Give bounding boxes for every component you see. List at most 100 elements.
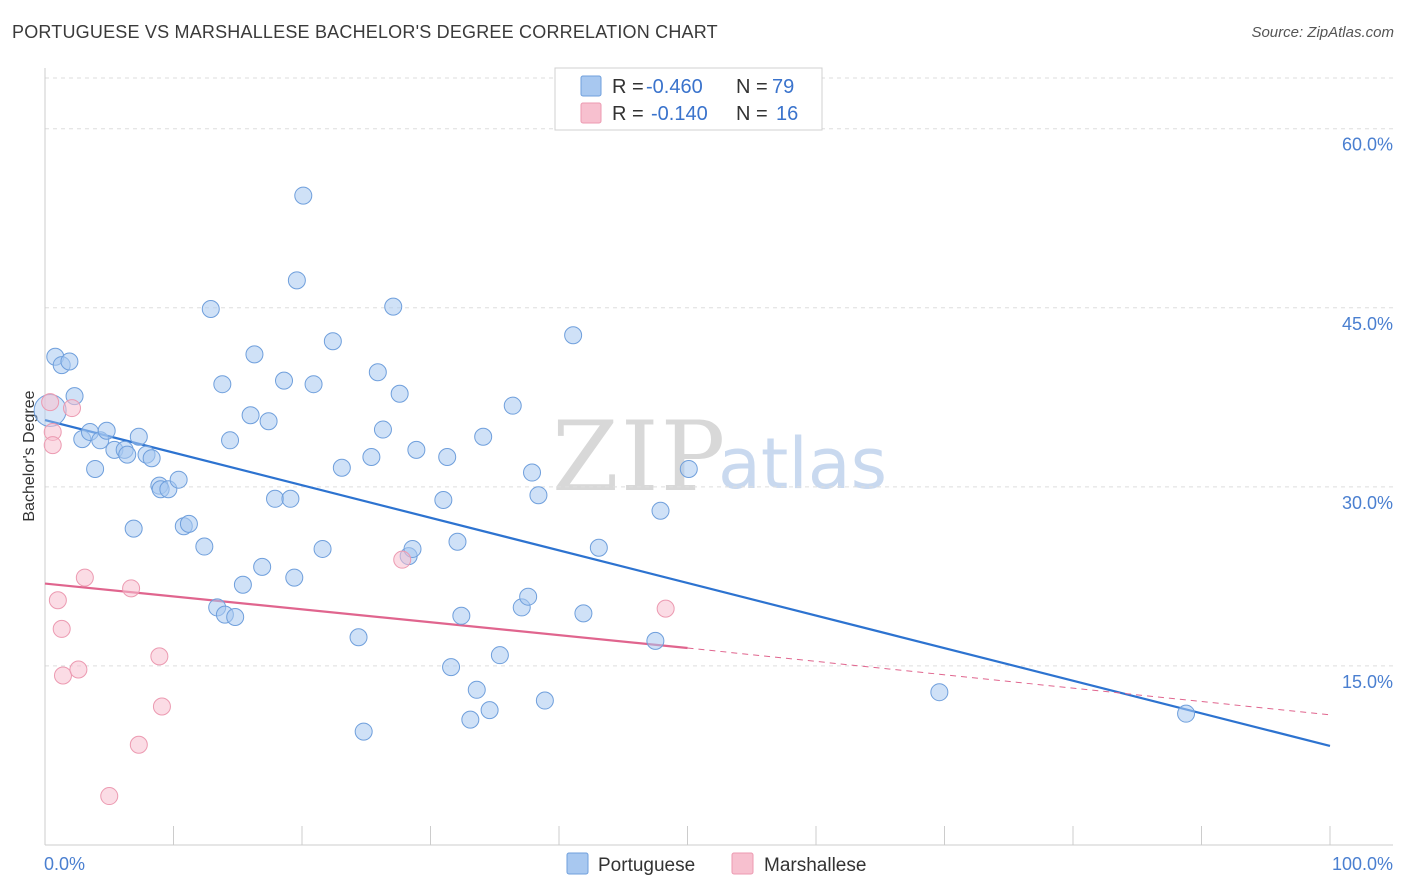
portuguese-point-38 (287, 271, 306, 290)
portuguese-point-67 (523, 463, 542, 482)
portuguese-point-12 (124, 519, 143, 538)
portuguese-point-55 (438, 448, 457, 467)
portuguese-point-69 (535, 691, 554, 710)
marshallese-point-7 (69, 660, 88, 679)
portuguese-trend-line (44, 418, 1331, 747)
marshallese-point-12 (150, 647, 169, 666)
portuguese-point-50 (390, 384, 409, 403)
portuguese-point-21 (179, 514, 198, 533)
portuguese-point-63 (490, 646, 509, 665)
marshallese-point-8 (75, 568, 94, 587)
watermark-atlas: atlas (718, 423, 887, 505)
legend-swatch-portuguese (580, 75, 602, 97)
portuguese-point-61 (474, 427, 493, 446)
portuguese-point-73 (646, 631, 665, 650)
portuguese-point-25 (213, 375, 232, 394)
portuguese-point-53 (407, 440, 426, 459)
portuguese-point-32 (253, 557, 272, 576)
portuguese-point-31 (245, 345, 264, 364)
portuguese-point-60 (467, 680, 486, 699)
portuguese-point-40 (304, 375, 323, 394)
correlation-legend: R = -0.460 N = 79 R = -0.140 N = 16 (554, 67, 823, 131)
portuguese-point-75 (679, 459, 698, 478)
legend-r-value-marshallese: -0.140 (651, 103, 708, 125)
chart-title: PORTUGUESE VS MARSHALLESE BACHELOR'S DEG… (12, 22, 718, 42)
legend-n-value-portuguese: 79 (772, 76, 794, 98)
y-tick-label-3: 60.0% (1342, 135, 1393, 155)
marshallese-point-10 (122, 579, 141, 598)
portuguese-point-42 (323, 332, 342, 351)
marshallese-point-13 (152, 697, 171, 716)
portuguese-point-46 (362, 448, 381, 467)
bottom-legend-label-marshallese: Marshallese (764, 855, 866, 876)
portuguese-point-11 (118, 445, 137, 464)
y-tick-label-1: 30.0% (1342, 493, 1393, 513)
portuguese-point-77 (1177, 704, 1196, 723)
portuguese-point-43 (332, 458, 351, 477)
portuguese-point-57 (448, 532, 467, 551)
marshallese-point-14 (393, 550, 412, 569)
portuguese-point-64 (503, 396, 522, 415)
legend-n-label-marshallese: N = (736, 103, 768, 125)
y-tick-labels: 15.0% 30.0% 45.0% 60.0% (1342, 135, 1393, 692)
portuguese-point-72 (589, 538, 608, 557)
portuguese-point-13 (129, 427, 148, 446)
legend-n-label-portuguese: N = (736, 76, 768, 98)
portuguese-point-22 (195, 537, 214, 556)
portuguese-point-59 (461, 710, 480, 729)
portuguese-point-19 (169, 470, 188, 489)
portuguese-point-74 (651, 501, 670, 520)
marshallese-point-0 (41, 393, 60, 412)
y-axis-label: Bachelor's Degree (21, 390, 38, 521)
legend-r-label-portuguese: R = (612, 76, 644, 98)
axes (44, 68, 1393, 846)
portuguese-point-54 (434, 490, 453, 509)
portuguese-point-35 (275, 371, 294, 390)
portuguese-point-8 (97, 421, 116, 440)
trend-lines (44, 418, 1331, 747)
portuguese-point-33 (259, 412, 278, 431)
portuguese-point-37 (285, 568, 304, 587)
portuguese-point-62 (480, 701, 499, 720)
legend-swatch-marshallese (580, 102, 602, 124)
portuguese-point-15 (142, 449, 161, 468)
portuguese-point-48 (373, 420, 392, 439)
y-tick-label-2: 45.0% (1342, 314, 1393, 334)
portuguese-point-41 (313, 539, 332, 558)
portuguese-point-23 (201, 299, 220, 318)
portuguese-point-76 (930, 683, 949, 702)
bottom-legend-label-portuguese: Portuguese (598, 855, 695, 876)
portuguese-point-30 (241, 406, 260, 425)
portuguese-point-66 (519, 587, 538, 606)
source-credit: Source: ZipAtlas.com (1251, 24, 1394, 41)
portuguese-point-70 (564, 326, 583, 345)
portuguese-point-29 (233, 575, 252, 594)
legend-r-value-portuguese: -0.460 (646, 76, 703, 98)
marshallese-point-3 (48, 591, 67, 610)
data-points (33, 186, 1196, 806)
x-tick-label-min: 0.0% (44, 854, 85, 874)
y-tick-label-0: 15.0% (1342, 672, 1393, 692)
marshallese-trend-extension (687, 647, 1331, 716)
portuguese-point-71 (574, 604, 593, 623)
portuguese-point-27 (221, 431, 240, 450)
marshallese-trend-line (44, 582, 688, 650)
marshallese-point-4 (52, 619, 71, 638)
watermark-zip: ZIP (552, 401, 727, 513)
marshallese-point-15 (656, 599, 675, 618)
marshallese-point-11 (129, 735, 148, 754)
marshallese-point-6 (62, 399, 81, 418)
marshallese-point-5 (53, 666, 72, 685)
portuguese-point-56 (442, 658, 461, 677)
portuguese-point-47 (368, 363, 387, 382)
portuguese-point-2 (60, 352, 79, 371)
portuguese-point-45 (354, 722, 373, 741)
portuguese-point-6 (86, 459, 105, 478)
bottom-legend-swatch-marshallese (731, 852, 754, 875)
legend-r-label-marshallese: R = (612, 103, 644, 125)
marshallese-point-2 (43, 436, 62, 455)
portuguese-point-49 (384, 297, 403, 316)
portuguese-point-68 (529, 486, 548, 505)
portuguese-point-39 (294, 186, 313, 205)
